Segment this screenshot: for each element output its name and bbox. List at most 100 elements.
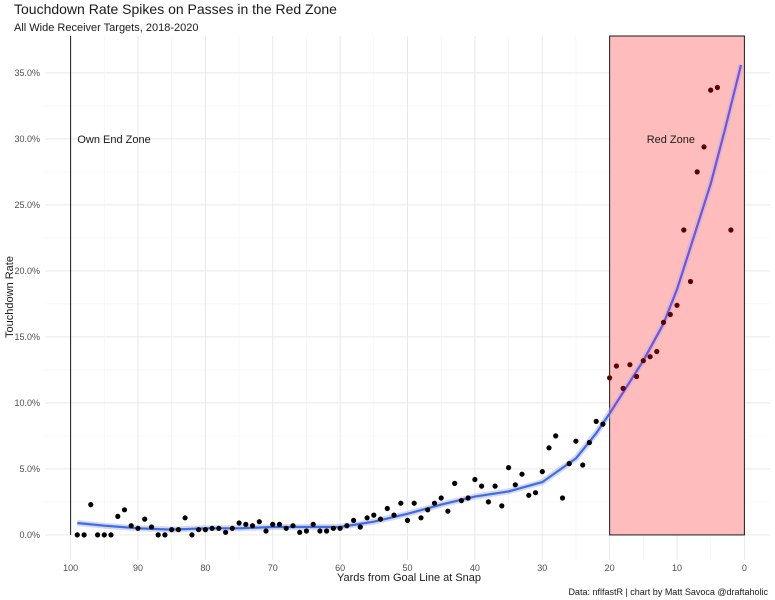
data-point (694, 169, 700, 175)
data-point (135, 525, 141, 531)
x-axis-title: Yards from Goal Line at Snap (337, 572, 481, 584)
data-point (640, 358, 646, 364)
data-point (492, 483, 498, 489)
data-point (223, 529, 229, 535)
data-point (539, 469, 545, 475)
data-point (553, 433, 559, 439)
x-tick-label: 70 (268, 563, 278, 573)
data-point (593, 418, 599, 424)
data-point (263, 528, 269, 534)
x-tick-label: 50 (402, 563, 412, 573)
data-point (600, 421, 606, 427)
data-point (303, 528, 309, 534)
data-point (391, 512, 397, 518)
x-tick-label: 30 (537, 563, 547, 573)
y-tick-label: 35.0% (14, 68, 40, 78)
data-point (377, 516, 384, 522)
data-point (209, 525, 215, 531)
annotation-label: Own End Zone (77, 134, 150, 146)
data-point (714, 84, 721, 91)
x-tick-label: 0 (742, 563, 747, 573)
data-point (654, 348, 660, 355)
data-point (74, 532, 80, 538)
data-point (485, 499, 491, 505)
data-point (182, 515, 188, 521)
data-point (526, 492, 532, 498)
x-tick-label: 90 (133, 563, 143, 573)
data-point (169, 527, 175, 533)
data-point (687, 278, 694, 285)
data-point (634, 373, 640, 380)
data-point (499, 503, 505, 509)
data-point (128, 523, 134, 529)
data-point (452, 480, 458, 486)
data-point (351, 517, 357, 524)
data-point (620, 385, 626, 391)
data-point (573, 438, 579, 444)
data-point (479, 483, 485, 489)
data-point (364, 515, 370, 521)
data-point (357, 524, 363, 530)
data-point (418, 515, 424, 521)
data-point (438, 495, 444, 501)
data-point (155, 532, 161, 538)
data-point (276, 521, 283, 528)
chart-title: Touchdown Rate Spikes on Passes in the R… (14, 1, 337, 17)
plot-area: Own End Zone Red Zone (45, 35, 770, 560)
trend-line (77, 412, 611, 531)
x-tick-label: 10 (672, 563, 682, 573)
data-point (506, 465, 512, 471)
data-point (162, 532, 168, 538)
data-point (472, 476, 478, 483)
data-point (580, 462, 586, 468)
data-point (317, 528, 323, 534)
y-tick-label: 15.0% (14, 332, 40, 342)
data-point (121, 507, 128, 513)
data-point (627, 362, 633, 368)
y-tick-labels: 0.0% 5.0% 10.0% 15.0% 20.0% 25.0% 30.0% 35.0% (14, 68, 40, 540)
data-point (566, 461, 572, 467)
annotations-group: Own End Zone Red Zone (77, 134, 695, 146)
data-point (458, 498, 464, 504)
data-point (465, 495, 471, 501)
data-point (175, 527, 181, 533)
y-tick-label: 10.0% (14, 398, 40, 408)
data-point (202, 527, 208, 533)
annotation-label: Red Zone (647, 134, 695, 146)
data-point (371, 512, 377, 518)
data-point (425, 507, 431, 513)
data-point (108, 532, 114, 538)
data-point (384, 505, 390, 512)
data-point (249, 523, 256, 529)
data-point (647, 354, 653, 360)
chart-caption: Data: nflfastR | chart by Matt Savoca @d… (568, 587, 768, 597)
data-point (404, 517, 411, 524)
y-tick-label: 20.0% (14, 266, 40, 276)
data-point (674, 302, 680, 308)
data-point (101, 532, 107, 538)
data-point (290, 523, 296, 529)
chart-subtitle: All Wide Receiver Targets, 2018-2020 (14, 22, 198, 34)
y-axis-title: Touchdown Rate (4, 256, 16, 338)
data-point (216, 525, 222, 531)
data-point (270, 521, 276, 528)
data-point (148, 524, 155, 530)
data-point (667, 311, 673, 318)
data-point (613, 363, 620, 369)
data-point (81, 532, 87, 538)
x-tick-label: 20 (605, 563, 615, 573)
x-tick-label: 100 (63, 563, 78, 573)
data-point (243, 521, 249, 528)
y-tick-label: 5.0% (19, 464, 40, 474)
data-point (229, 525, 235, 531)
x-tick-labels: 100 90 80 70 60 50 40 30 20 10 0 (63, 563, 747, 573)
data-point (330, 525, 336, 531)
data-point (283, 525, 289, 531)
data-point (344, 523, 350, 529)
y-tick-label: 30.0% (14, 134, 40, 144)
data-point (236, 520, 242, 526)
data-point (189, 532, 195, 538)
points-group (74, 84, 734, 538)
y-tick-label: 0.0% (19, 530, 40, 540)
data-point (546, 445, 552, 451)
